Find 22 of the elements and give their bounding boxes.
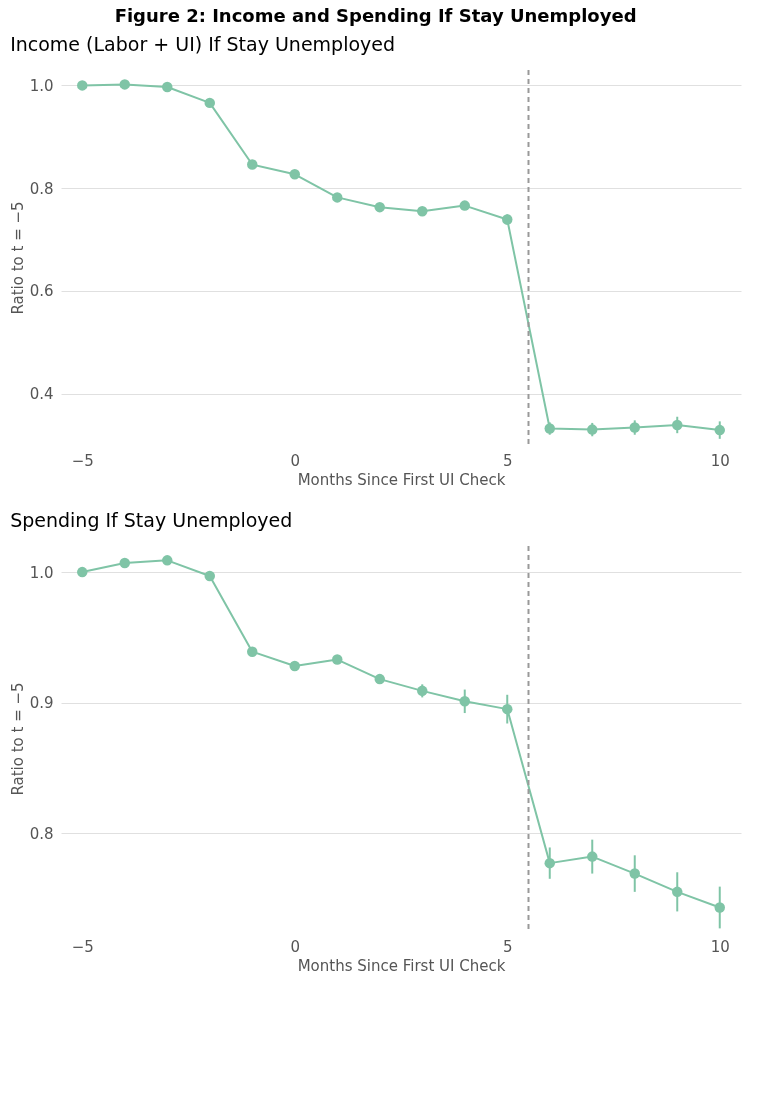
x-tick-label: −5 [71,937,94,956]
y-axis-title: Ratio to t = −5 [8,682,27,796]
y-tick-label: 0.8 [29,824,54,843]
chart-title: Figure 2: Income and Spending If Stay Unemployed [114,5,637,26]
y-tick-label: 1.0 [29,563,54,582]
x-tick-label: 5 [502,451,513,470]
y-tick-label: 0.9 [29,694,54,713]
x-tick-label: 5 [502,937,513,956]
x-tick-label: 10 [710,937,730,956]
y-tick-label: 0.6 [29,282,54,301]
y-axis-title: Ratio to t = −5 [8,201,27,315]
y-tick-label: 0.8 [29,179,54,198]
y-tick-label: 1.0 [29,76,54,95]
chart-title: Spending If Stay Unemployed [10,509,293,531]
x-tick-label: 0 [290,451,301,470]
x-axis-title: Months Since First UI Check [297,470,506,489]
y-tick-label: 0.4 [29,385,54,404]
x-tick-label: 10 [710,451,730,470]
x-tick-label: 0 [290,937,301,956]
chart-subtitle: Income (Labor + UI) If Stay Unemployed [10,33,396,55]
x-tick-label: −5 [71,451,94,470]
x-axis-title: Months Since First UI Check [297,956,506,975]
